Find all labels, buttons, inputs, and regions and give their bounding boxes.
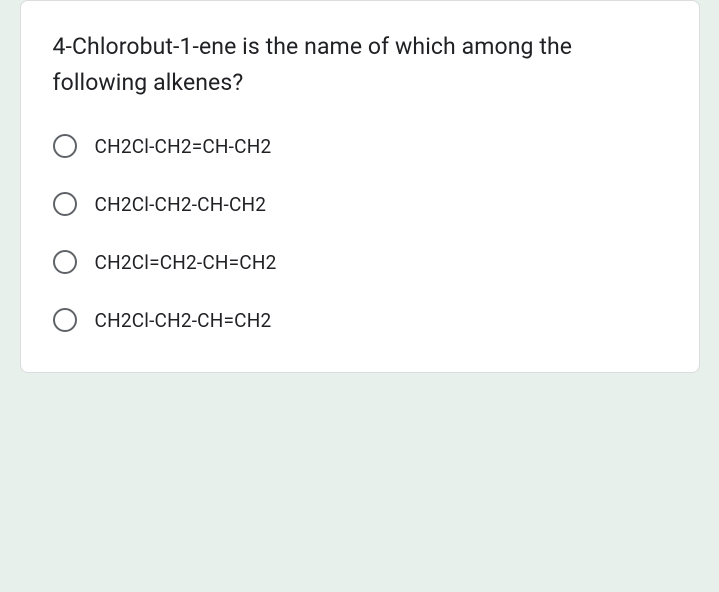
question-card: 4-Chlorobut-1-ene is the name of which a… — [20, 0, 700, 373]
option-label: CH2Cl-CH2-CH=CH2 — [95, 309, 272, 332]
option-2[interactable]: CH2Cl=CH2-CH=CH2 — [53, 250, 667, 274]
question-text: 4-Chlorobut-1-ene is the name of which a… — [53, 29, 667, 100]
radio-icon — [53, 192, 77, 216]
option-label: CH2Cl-CH2-CH-CH2 — [95, 193, 267, 216]
option-label: CH2Cl-CH2=CH-CH2 — [95, 135, 272, 158]
radio-icon — [53, 250, 77, 274]
option-label: CH2Cl=CH2-CH=CH2 — [95, 251, 277, 274]
option-0[interactable]: CH2Cl-CH2=CH-CH2 — [53, 134, 667, 158]
option-1[interactable]: CH2Cl-CH2-CH-CH2 — [53, 192, 667, 216]
option-3[interactable]: CH2Cl-CH2-CH=CH2 — [53, 308, 667, 332]
radio-icon — [53, 134, 77, 158]
radio-icon — [53, 308, 77, 332]
